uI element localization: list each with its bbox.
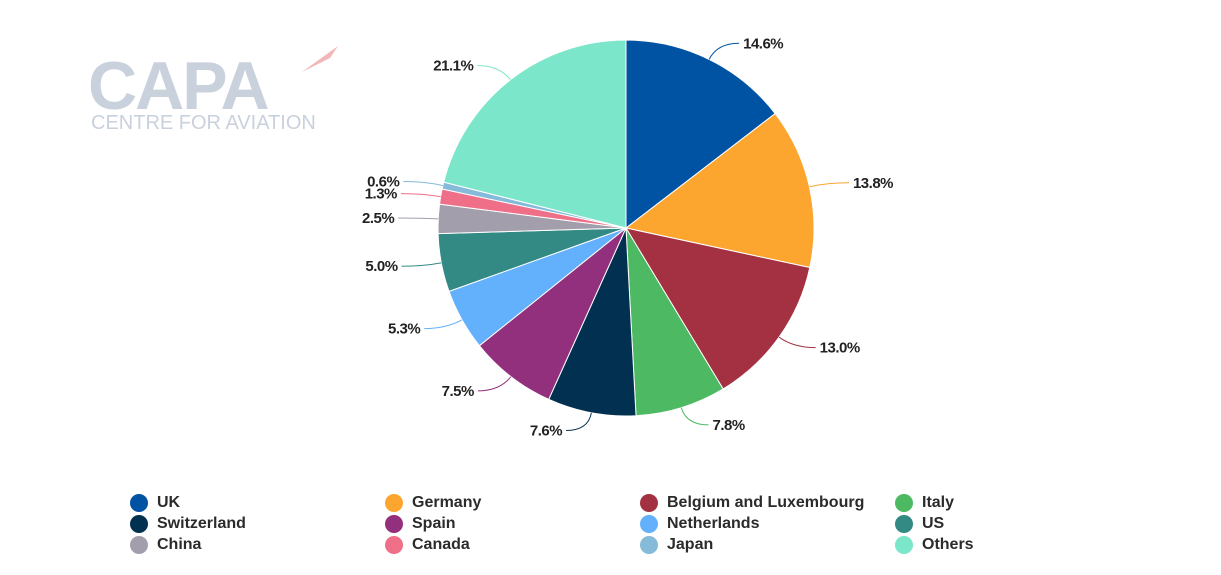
slice-belgium-and-luxembourg[interactable] [624, 227, 811, 390]
leader-line-uk [708, 42, 740, 60]
data-label-spain: 7.5% [442, 383, 474, 400]
logo-wordmark: CAPA [88, 48, 270, 124]
leader-line-spain [477, 376, 512, 392]
legend-item-switzerland[interactable]: Switzerland [130, 513, 246, 534]
legend-item-canada[interactable]: Canada [385, 534, 470, 555]
legend-swatch [640, 493, 658, 512]
data-label-china: 2.5% [362, 210, 394, 227]
chart-legend: UK Germany Belgium and Luxembourg Italy Swit… [130, 492, 1030, 562]
legend-label: UK [157, 493, 181, 511]
data-label-canada: 1.3% [365, 186, 397, 203]
legend-label: China [157, 535, 202, 553]
legend-swatch [385, 493, 403, 512]
data-label-belgium-and-luxembourg: 13.0% [820, 340, 860, 357]
capa-logo: CAPA CENTRE FOR AVIATION [88, 46, 338, 138]
legend-swatch [895, 535, 913, 554]
legend-item-japan[interactable]: Japan [640, 534, 713, 555]
data-label-us: 5.0% [365, 258, 397, 275]
legend-label: Others [922, 535, 974, 553]
pie-slices [437, 39, 815, 417]
legend-label: Spain [412, 514, 456, 532]
slice-uk[interactable] [625, 39, 776, 230]
leader-line-belgium-and-luxembourg [778, 336, 816, 349]
data-label-uk: 14.6% [743, 35, 783, 52]
legend-swatch [130, 493, 148, 512]
legend-item-us[interactable]: US [895, 513, 944, 534]
data-labels: 14.6% 13.8% 13.0% 7.8% 7.6% 7.5% 5.3% 5.0% 2.5% 1… [361, 34, 896, 441]
data-label-japan: 0.6% [367, 174, 399, 191]
plane-icon [302, 46, 338, 72]
legend-label: Japan [667, 535, 714, 553]
leader-line-italy [680, 407, 709, 426]
leader-line-us [401, 262, 442, 267]
legend-label: Italy [922, 493, 955, 511]
legend-swatch [130, 535, 148, 554]
legend-item-uk[interactable]: UK [130, 492, 180, 513]
legend-item-others[interactable]: Others [895, 534, 974, 555]
logo-subtitle: CENTRE FOR AVIATION [91, 112, 316, 134]
legend-label: Belgium and Luxembourg [667, 493, 865, 511]
legend-item-netherlands[interactable]: Netherlands [640, 513, 759, 534]
data-label-netherlands: 5.3% [388, 321, 420, 338]
leader-line-switzerland [566, 412, 592, 431]
data-label-switzerland: 7.6% [530, 422, 562, 439]
data-label-others: 21.1% [433, 58, 473, 75]
legend-label: Germany [412, 493, 482, 511]
legend-item-spain[interactable]: Spain [385, 513, 456, 534]
leader-line-germany [809, 182, 849, 188]
slice-germany[interactable] [624, 112, 815, 269]
legend-label: US [922, 514, 945, 532]
legend-swatch [385, 535, 403, 554]
legend-swatch [130, 514, 148, 533]
slice-italy[interactable] [625, 227, 724, 417]
leader-lines [398, 42, 849, 431]
data-label-germany: 13.8% [853, 175, 893, 192]
leader-line-canada [400, 193, 441, 198]
legend-swatch [895, 493, 913, 512]
legend-item-belgium-and-luxembourg[interactable]: Belgium and Luxembourg [640, 492, 864, 513]
leader-line-japan [403, 181, 443, 187]
legend-label: Switzerland [157, 514, 246, 532]
legend-swatch [640, 535, 658, 554]
leader-line-netherlands [424, 319, 463, 330]
legend-item-germany[interactable]: Germany [385, 492, 481, 513]
leader-line-china [398, 217, 439, 220]
legend-swatch [385, 514, 403, 533]
legend-item-china[interactable]: China [130, 534, 201, 555]
legend-swatch [895, 514, 913, 533]
legend-item-italy[interactable]: Italy [895, 492, 954, 513]
legend-label: Canada [412, 535, 470, 553]
legend-label: Netherlands [667, 514, 760, 532]
slice-others[interactable] [443, 39, 627, 229]
data-label-italy: 7.8% [713, 417, 745, 434]
legend-swatch [640, 514, 658, 533]
leader-line-others [477, 65, 511, 81]
